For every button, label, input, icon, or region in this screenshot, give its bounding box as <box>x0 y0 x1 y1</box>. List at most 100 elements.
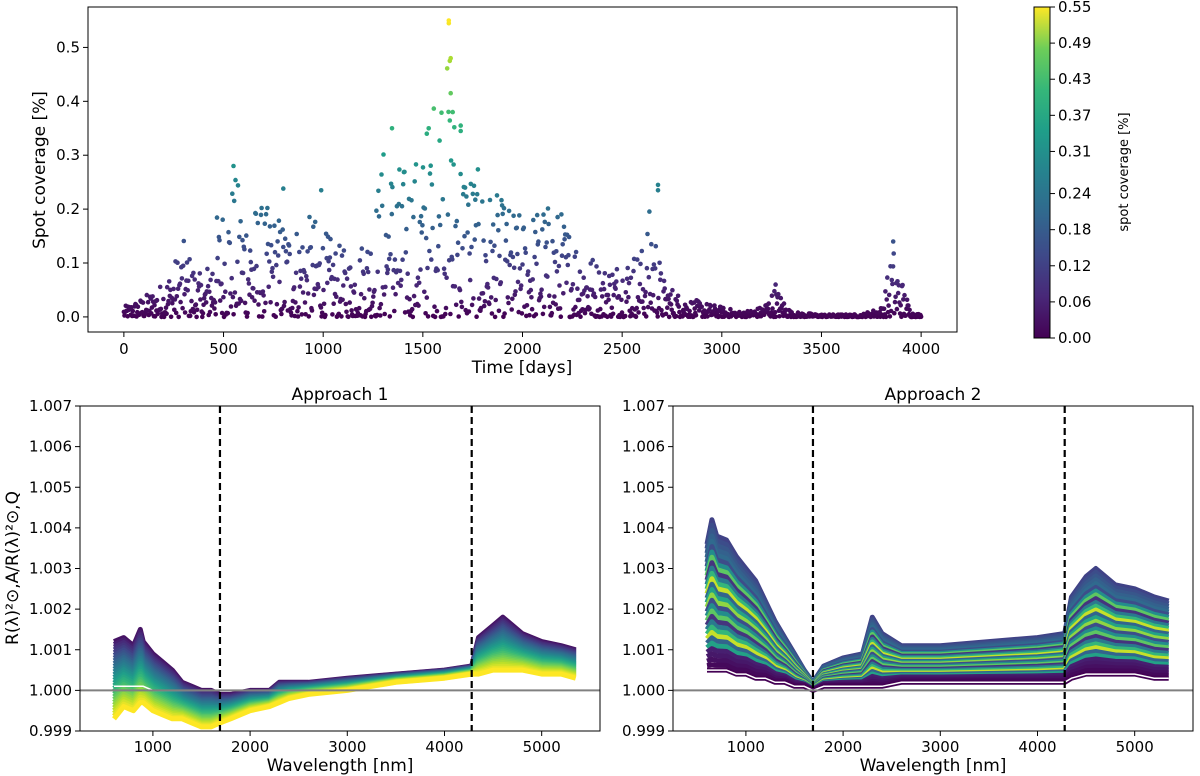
spot-point <box>424 295 430 300</box>
spot-point <box>440 197 446 202</box>
spot-point <box>669 307 674 313</box>
spot-point <box>270 265 275 271</box>
spot-point <box>268 300 273 305</box>
spot-point <box>661 278 667 284</box>
spot-point <box>445 212 451 217</box>
spot-point <box>277 279 282 285</box>
spot-point <box>393 291 398 297</box>
spot-point <box>379 172 384 177</box>
spot-point <box>467 277 473 283</box>
spot-point <box>902 292 907 298</box>
spot-point <box>647 209 652 214</box>
spot-point <box>657 260 662 266</box>
colorbar-tick-label: 0.31 <box>1058 142 1091 160</box>
spot-point <box>406 196 412 202</box>
spot-point <box>434 308 440 314</box>
spot-point <box>741 310 747 316</box>
spot-point <box>662 286 667 291</box>
spot-point <box>542 219 548 225</box>
spot-point <box>772 288 777 294</box>
y-tick-label: 1.005 <box>622 478 665 496</box>
spot-point <box>128 312 134 318</box>
spot-point <box>365 269 371 275</box>
spot-point <box>318 303 323 309</box>
spot-point <box>614 279 619 284</box>
spot-point <box>893 294 898 300</box>
spot-point <box>293 270 299 276</box>
spot-point <box>500 211 506 217</box>
spot-point <box>765 306 771 312</box>
spot-point <box>499 197 504 203</box>
lowest-coverage-curve <box>707 669 1169 692</box>
spectral-curve <box>112 667 577 730</box>
spot-point <box>656 295 661 301</box>
spot-point <box>474 314 479 320</box>
spot-point <box>181 238 187 244</box>
colorbar-label: spot coverage [%] <box>1117 112 1132 231</box>
spot-point <box>239 270 245 276</box>
spot-point <box>312 286 317 292</box>
spot-point <box>282 236 288 241</box>
spot-point <box>281 186 286 191</box>
y-tick-label: 1.003 <box>622 560 665 578</box>
x-tick-label: 5000 <box>523 738 561 756</box>
spot-point <box>877 309 882 315</box>
spot-point <box>807 311 813 316</box>
spot-point <box>638 261 643 267</box>
spot-point <box>176 314 181 320</box>
spot-point <box>392 257 398 262</box>
spot-point <box>261 293 266 298</box>
spot-point <box>680 307 686 313</box>
spot-point <box>434 266 439 271</box>
spot-point <box>162 310 167 315</box>
spot-point <box>260 289 266 294</box>
spot-point <box>452 125 457 130</box>
spot-point <box>427 248 432 254</box>
spot-point <box>525 269 531 274</box>
spot-point <box>390 285 396 291</box>
spot-point <box>518 283 524 288</box>
spot-point <box>318 188 324 193</box>
spot-point <box>321 301 327 307</box>
spot-point <box>888 308 894 314</box>
spot-point <box>666 314 672 320</box>
spot-point <box>659 312 665 317</box>
approach-1-x-ticks: 1000 2000 3000 4000 5000 <box>134 731 561 756</box>
spot-point <box>670 287 675 293</box>
spot-point <box>138 298 143 304</box>
spot-point <box>307 214 312 220</box>
spot-point <box>282 299 287 305</box>
spot-point <box>610 311 616 317</box>
colorbar-gradient <box>1034 7 1050 338</box>
spot-point <box>214 215 220 220</box>
spot-point <box>541 304 547 310</box>
spot-point <box>629 305 635 311</box>
spot-point <box>436 214 442 219</box>
spot-point <box>294 231 300 237</box>
spot-point <box>652 266 658 271</box>
spot-point <box>554 269 560 274</box>
spot-point <box>319 310 325 316</box>
spot-point <box>281 244 286 250</box>
spot-point <box>636 310 641 315</box>
spot-point <box>554 249 559 254</box>
colorbar-frame <box>1033 6 1051 339</box>
spot-point <box>460 191 466 197</box>
spot-point <box>199 309 204 314</box>
spot-point <box>458 128 464 134</box>
spot-point <box>589 311 594 317</box>
spot-point <box>344 309 349 315</box>
spot-point <box>275 253 281 258</box>
spot-point <box>427 171 433 176</box>
spot-point <box>458 171 463 177</box>
spot-point <box>150 294 155 299</box>
spot-point <box>649 241 654 247</box>
spot-point <box>426 126 432 131</box>
spot-point <box>505 295 511 300</box>
spot-point <box>895 279 900 284</box>
spot-point <box>436 243 441 249</box>
spot-point <box>572 254 578 259</box>
spot-point <box>348 284 354 289</box>
spot-point <box>538 291 543 297</box>
spot-point <box>179 276 185 281</box>
